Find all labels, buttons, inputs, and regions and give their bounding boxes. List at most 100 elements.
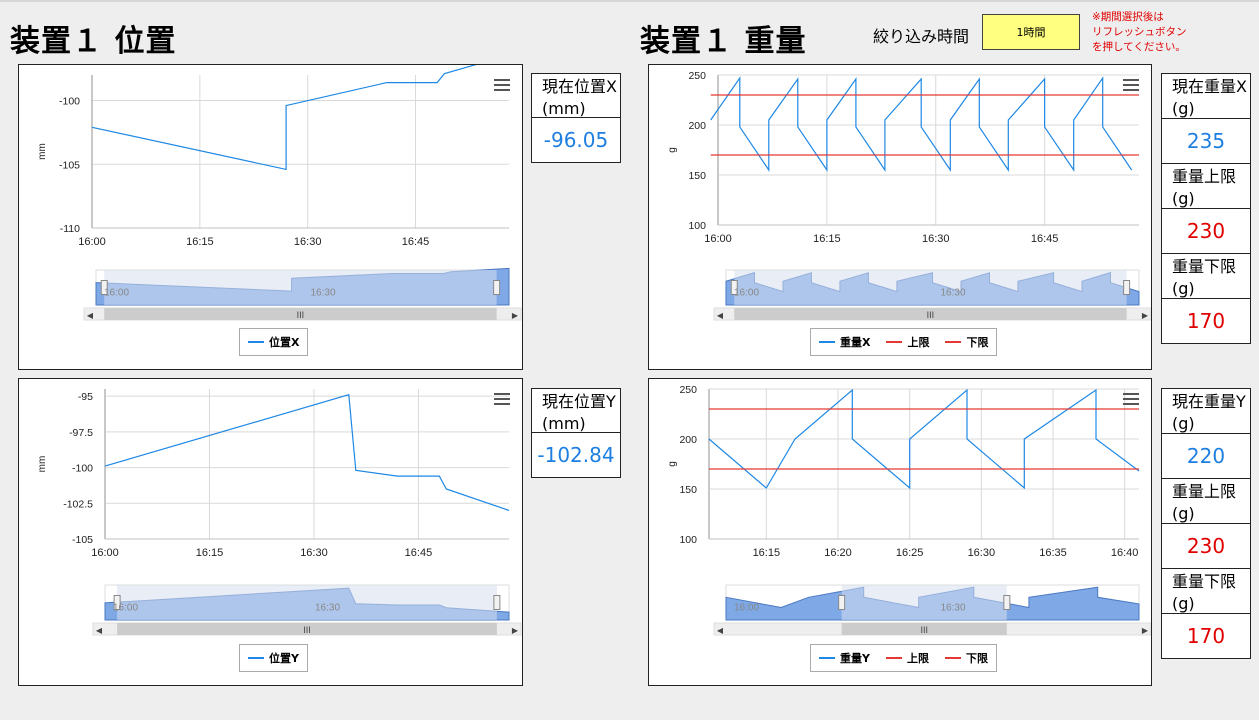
y-axis-label: g (667, 147, 678, 153)
x-tick-label: 16:00 (78, 236, 106, 248)
y-tick-label: 150 (688, 170, 706, 182)
scrollbar-grip-icon: III (303, 625, 311, 635)
x-tick-label: 16:30 (922, 233, 950, 245)
y-tick-label: -100 (59, 96, 80, 108)
scroll-right-icon: ▶ (512, 626, 519, 635)
navigator-selected-range (104, 270, 497, 305)
navigator-tick-label: 16:30 (315, 603, 340, 614)
x-tick-label: 16:45 (402, 236, 430, 248)
y-tick-label: 200 (679, 434, 697, 446)
scrollbar-thumb (104, 308, 497, 320)
navigator-handle (100, 280, 108, 295)
current-weight-x-label: 現在重量X (g) (1161, 73, 1251, 119)
legend-item-weight-y[interactable]: 重量Y (819, 650, 870, 666)
navigator-selected-range (841, 585, 1007, 620)
weight-y-upper-value: 230 (1161, 523, 1251, 569)
y-tick-label: -105 (72, 534, 93, 546)
y-tick-label: 150 (679, 484, 697, 496)
chart-legend: 重量Y 上限 下限 (810, 644, 997, 672)
navigator-tick-label: 16:30 (941, 603, 966, 614)
chart-legend: 位置X (239, 328, 309, 356)
y-axis-label: mm (37, 456, 48, 473)
chart-weight-y: 16:15 16:20 16:25 16:30 16:35 16:40 250 200 150 1… (648, 378, 1152, 686)
y-tick-label: -105 (59, 159, 80, 171)
current-position-y-value: -102.84 (531, 432, 621, 478)
scrollbar-grip-icon: III (297, 310, 305, 320)
navigator-handle (1123, 280, 1131, 295)
x-tick-label: 16:30 (968, 547, 996, 559)
y-axis-label: g (667, 461, 678, 467)
legend-line-icon (819, 341, 835, 343)
current-weight-y-value: 220 (1161, 433, 1251, 479)
scroll-left-icon: ◀ (717, 626, 724, 635)
navigator-handle (493, 280, 501, 295)
legend-item-weight-x[interactable]: 重量X (819, 334, 870, 350)
scroll-right-icon: ▶ (1142, 626, 1149, 635)
weight-y-lower-value: 170 (1161, 613, 1251, 659)
scrollbar-thumb (841, 623, 1007, 635)
scroll-left-icon: ◀ (87, 311, 94, 320)
filter-time-select[interactable]: 1時間 (982, 14, 1080, 50)
legend-item-upper[interactable]: 上限 (886, 334, 929, 350)
x-tick-label: 16:45 (1031, 233, 1059, 245)
x-tick-label: 16:40 (1111, 547, 1139, 559)
weight-x-upper-value: 230 (1161, 208, 1251, 254)
weight-x-lower-label: 重量下限 (g) (1161, 253, 1251, 299)
chart-svg: 16:00 16:15 16:30 16:45 -100 -105 -110 mm 16:00 1… (37, 65, 522, 321)
weight-title: 装置１ 重量 (640, 24, 807, 59)
y-tick-label: -95 (78, 391, 93, 403)
scroll-right-icon: ▶ (1142, 311, 1149, 320)
navigator-tick-label: 16:30 (311, 288, 336, 299)
menu-icon[interactable] (494, 79, 510, 91)
legend-line-icon (248, 657, 264, 659)
navigator-handle (113, 595, 121, 610)
legend-item-lower[interactable]: 下限 (944, 650, 988, 666)
chart-svg: 16:00 16:15 16:30 16:45 -95 -97.5 -100 -102.5 -1… (37, 389, 522, 636)
chart-position-x: 16:00 16:15 16:30 16:45 -100 -105 -110 mm 16:00 1… (18, 64, 523, 370)
weight-x-lower-value: 170 (1161, 298, 1251, 344)
current-position-x-label: 現在位置X (mm) (531, 73, 621, 118)
y-tick-label: -97.5 (69, 427, 93, 439)
position-title: 装置１ 位置 (10, 24, 177, 59)
x-tick-label: 16:15 (813, 233, 841, 245)
navigator-tick-label: 16:00 (734, 288, 759, 299)
chart-legend: 重量X 上限 下限 (810, 328, 998, 356)
x-tick-label: 16:35 (1039, 547, 1067, 559)
y-tick-label: -102.5 (63, 498, 93, 510)
x-tick-label: 16:15 (196, 547, 224, 559)
y-tick-label: 100 (679, 534, 697, 546)
y-tick-label: 100 (688, 220, 706, 232)
current-position-y-label: 現在位置Y (mm) (531, 388, 621, 433)
legend-item-upper[interactable]: 上限 (885, 650, 929, 666)
navigator-selected-range (734, 270, 1127, 305)
scrollbar-thumb (117, 623, 497, 635)
legend-line-icon (819, 657, 835, 659)
menu-icon[interactable] (494, 393, 510, 405)
chart-position-y: 16:00 16:15 16:30 16:45 -95 -97.5 -100 -102.5 -1… (18, 378, 523, 686)
navigator-tick-label: 16:00 (734, 603, 759, 614)
scroll-left-icon: ◀ (96, 626, 103, 635)
y-tick-label: -110 (60, 223, 80, 235)
scroll-left-icon: ◀ (717, 311, 724, 320)
series-line-value (104, 393, 510, 511)
legend-item-pos-x[interactable]: 位置X (248, 334, 299, 350)
weight-y-lower-label: 重量下限 (g) (1161, 568, 1251, 614)
navigator-tick-label: 16:00 (104, 288, 129, 299)
refresh-note: ※期間選択後は リフレッシュボタン を押してください。 (1092, 11, 1187, 53)
series-line-value (710, 76, 1133, 172)
menu-icon[interactable] (1123, 393, 1139, 405)
y-tick-label: 250 (688, 70, 706, 82)
legend-line-icon (248, 341, 264, 343)
navigator-tick-label: 16:30 (941, 288, 966, 299)
legend-line-icon (885, 657, 902, 659)
legend-item-pos-y[interactable]: 位置Y (248, 650, 299, 666)
x-tick-label: 16:00 (91, 547, 119, 559)
x-tick-label: 16:30 (300, 547, 328, 559)
x-tick-label: 16:15 (753, 547, 781, 559)
legend-item-lower[interactable]: 下限 (945, 334, 988, 350)
legend-line-icon (945, 341, 962, 343)
legend-line-icon (944, 657, 961, 659)
menu-icon[interactable] (1123, 79, 1139, 91)
navigator-handle (838, 595, 846, 610)
x-tick-label: 16:25 (896, 547, 924, 559)
